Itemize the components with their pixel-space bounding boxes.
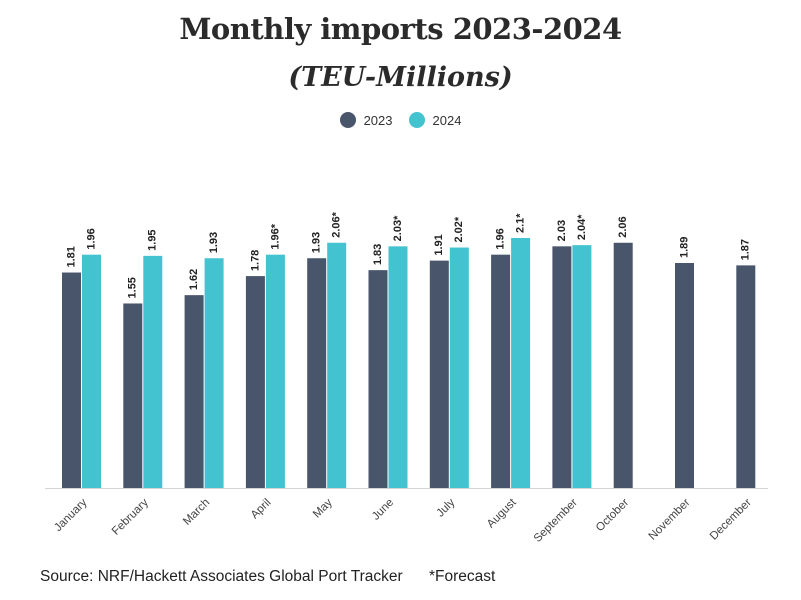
x-tick-label-january: January [52, 496, 90, 534]
bar-2023-may [307, 258, 327, 488]
bar-2023-march [184, 295, 204, 488]
data-label-2024-january: 1.96 [85, 228, 97, 249]
chart-subtitle: (TEU-Millions) [288, 62, 513, 93]
source-note: Source: NRF/Hackett Associates Global Po… [40, 568, 403, 585]
x-tick-label-may: May [311, 496, 335, 520]
data-label-2023-february: 1.55 [127, 277, 139, 298]
data-label-2023-january: 1.81 [65, 246, 77, 267]
bar-2024-january [82, 254, 101, 488]
data-label-2023-september: 2.03 [556, 220, 568, 241]
bar-2023-february [123, 303, 143, 488]
chart-title: Monthly imports 2023-2024 [179, 12, 622, 46]
x-tick-label-november: November [647, 497, 693, 543]
bar-2023-june [368, 270, 388, 488]
data-label-2024-february: 1.95 [147, 229, 159, 250]
bar-2023-january [62, 272, 81, 488]
bar-2023-october [613, 242, 633, 488]
bar-2024-september [572, 245, 592, 488]
chart-footer: Source: NRF/Hackett Associates Global Po… [40, 568, 495, 586]
data-label-2024-march: 1.93 [208, 232, 220, 253]
data-label-2023-march: 1.62 [188, 269, 200, 290]
bar-2023-august [491, 254, 511, 488]
data-label-2023-december: 1.87 [740, 239, 752, 260]
bar-2024-february [143, 255, 163, 488]
bar-2024-august [511, 238, 531, 488]
bar-2023-november [675, 263, 694, 488]
legend-swatch-2023 [339, 112, 356, 128]
data-label-2023-june: 1.83 [372, 244, 384, 265]
data-label-2023-november: 1.89 [678, 237, 690, 258]
x-tick-label-october: October [594, 497, 632, 535]
x-tick-label-april: April [249, 497, 274, 522]
bar-2023-september [552, 246, 572, 488]
bar-2024-may [327, 242, 347, 488]
legend-entry-2024: 2024 [408, 112, 462, 128]
bar-2024-june [388, 246, 408, 488]
data-label-2024-july: 2.02* [453, 216, 465, 242]
legend-entry-2023: 2023 [339, 112, 393, 128]
legend-swatch-2024 [408, 112, 425, 128]
data-label-2024-august: 2.1* [515, 213, 527, 233]
data-label-2023-may: 1.93 [311, 232, 323, 253]
bar-2023-april [245, 276, 265, 488]
bar-2024-july [449, 247, 469, 488]
x-tick-label-september: September [532, 497, 580, 545]
x-tick-label-august: August [485, 496, 519, 530]
data-label-2023-august: 1.96 [495, 228, 507, 249]
x-tick-label-march: March [181, 497, 212, 528]
bar-2024-april [265, 254, 285, 488]
data-label-2023-october: 2.06 [617, 216, 629, 237]
data-label-2023-july: 1.91 [433, 234, 445, 255]
data-label-2024-may: 2.06* [331, 211, 343, 237]
x-tick-label-february: February [110, 496, 151, 537]
data-label-2024-september: 2.04* [576, 214, 588, 240]
bar-2023-july [429, 260, 449, 488]
data-label-2024-april: 1.96* [269, 223, 281, 249]
data-label-2024-june: 2.03* [392, 215, 404, 241]
bar-2023-december [736, 265, 756, 488]
chart-legend: 2023 2024 [0, 112, 801, 128]
x-tick-label-june: June [370, 497, 396, 523]
bar-2024-march [204, 258, 224, 488]
legend-label-2023: 2023 [363, 112, 393, 128]
x-tick-label-july: July [434, 496, 457, 519]
forecast-note: *Forecast [428, 568, 496, 585]
legend-label-2024: 2024 [432, 112, 462, 128]
data-label-2023-april: 1.78 [249, 250, 261, 271]
x-tick-label-december: December [708, 497, 754, 543]
